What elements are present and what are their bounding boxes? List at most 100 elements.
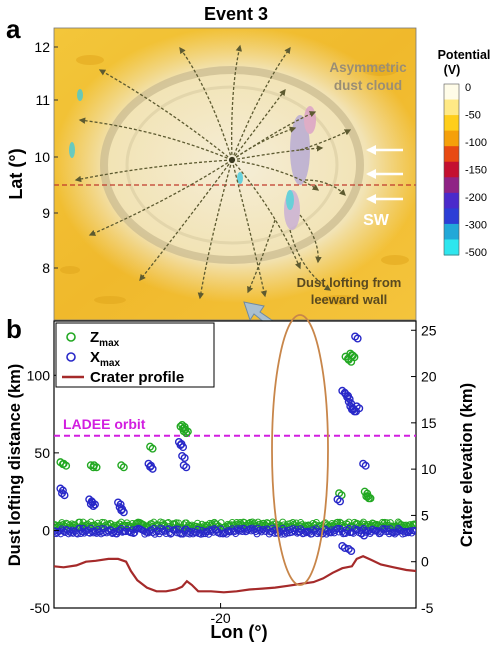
legend-x-sub: max [100, 358, 120, 369]
colorbar-segment [444, 208, 459, 225]
legend-z-marker [66, 332, 76, 342]
right-tick-label: -5 [421, 600, 434, 616]
colorbar-tick-label: -200 [465, 192, 487, 204]
colorbar-tick-label: 0 [465, 82, 471, 94]
data-point-z [92, 463, 101, 472]
xmax-band-point [172, 525, 180, 533]
xmax-band-point [131, 529, 139, 537]
panel-a-ylabel: Lat (°) [6, 148, 26, 199]
data-point-z [62, 461, 71, 470]
colorbar-tick-label: -150 [465, 165, 487, 177]
xmax-band-point [386, 525, 394, 533]
colorbar-segment [444, 130, 459, 147]
data-point-x [360, 531, 369, 540]
left-tick-label: -50 [30, 600, 50, 616]
data-point-x [90, 500, 99, 509]
right-tick-label: 20 [421, 369, 437, 385]
colorbar-segment [444, 99, 459, 116]
cloud-label-line1: Asymmetric [329, 60, 407, 75]
lat-tick-10: 10 [34, 149, 50, 165]
right-tick-label: 10 [421, 461, 437, 477]
legend-z-sub: max [99, 338, 119, 349]
highlight-ellipse [271, 314, 329, 586]
colorbar-frame [443, 83, 460, 256]
data-point-x [179, 443, 188, 452]
colorbar-segment [444, 239, 459, 256]
panel-b-xlabel: Lon (°) [210, 622, 267, 642]
colorbar-segment [444, 146, 459, 163]
legend-crater-label: Crater profile [90, 369, 184, 386]
data-point-z [148, 444, 157, 453]
colorbar-title-line2: (V) [444, 63, 461, 77]
legend: Zmax Xmax Crater profile [55, 322, 215, 388]
data-point-z [366, 494, 375, 503]
legend-x-name: X [90, 349, 100, 366]
xmax-band-point [391, 530, 399, 538]
colorbar-tick-label: -300 [465, 220, 487, 232]
lat-tick-11: 11 [35, 92, 50, 108]
right-tick-label: 15 [421, 415, 437, 431]
panel-b-ylabel-right: Crater elevation (km) [458, 383, 476, 547]
colorbar-ticks: 0 -50 -100 -150 -200 -300 -500 [465, 82, 487, 259]
lofting-label-line1: Dust lofting from [297, 275, 402, 290]
crater-rim [100, 66, 364, 264]
left-tick-label: 50 [34, 445, 50, 461]
xmax-band-point [334, 524, 342, 532]
xmax-band-point [210, 525, 218, 533]
data-point-z [182, 429, 191, 438]
lofting-label-line2: leeward wall [311, 292, 388, 307]
left-tick-label: 0 [42, 522, 50, 538]
map-frame [53, 27, 417, 321]
data-point-x [148, 464, 157, 473]
lat-tick-12: 12 [34, 39, 50, 55]
left-tick-label: 100 [27, 367, 51, 383]
lat-tick-8: 8 [42, 260, 50, 276]
xmax-band-point [130, 529, 138, 537]
xmax-band-point [380, 526, 388, 534]
legend-z-label: Zmax [90, 329, 120, 349]
colorbar-tick-label: -50 [465, 110, 481, 122]
right-tick-label: 25 [421, 322, 437, 338]
crater-rim-inner [125, 85, 339, 245]
colorbar-segment [444, 177, 459, 194]
colorbar-tick-label: -100 [465, 137, 487, 149]
solar-wind-arrows [366, 145, 403, 204]
data-point-x [353, 334, 362, 343]
panel-a-letter: a [6, 14, 21, 44]
terrain-texture [60, 55, 409, 305]
data-point-x [119, 508, 128, 517]
data-point-x [180, 453, 189, 462]
series-z-points [56, 349, 375, 503]
xmax-band-point [145, 528, 153, 536]
colorbar-tick-label: -500 [465, 247, 487, 259]
crater-profile-line [54, 554, 416, 594]
xmax-band-point [59, 527, 67, 535]
dust-source-point [229, 157, 235, 163]
plot-layer [54, 332, 416, 594]
lunar-map [54, 28, 416, 320]
data-point-x [347, 547, 356, 556]
data-point-z [119, 463, 128, 472]
data-point-x [355, 404, 364, 413]
colorbar [443, 83, 460, 256]
colorbar-segment [444, 84, 459, 101]
data-point-z [350, 353, 359, 362]
legend-x-marker [66, 352, 76, 362]
colorbar-segment [444, 161, 459, 178]
sw-label: SW [363, 212, 390, 229]
colorbar-segment [444, 192, 459, 209]
xmax-band [54, 524, 416, 538]
colorbar-segment [444, 223, 459, 241]
data-point-x [340, 543, 349, 552]
series-x-points [56, 332, 370, 556]
right-tick-label: 5 [421, 507, 429, 523]
ladee-label: LADEE orbit [63, 416, 146, 432]
data-point-x [60, 491, 69, 500]
data-point-x [361, 461, 370, 470]
cloud-label-line2: dust cloud [334, 78, 402, 93]
xmax-band-point [404, 529, 412, 537]
legend-x-label: Xmax [90, 349, 120, 369]
legend-z-name: Z [90, 329, 99, 346]
panel-a-yticks: 12 11 10 9 8 [34, 39, 50, 276]
